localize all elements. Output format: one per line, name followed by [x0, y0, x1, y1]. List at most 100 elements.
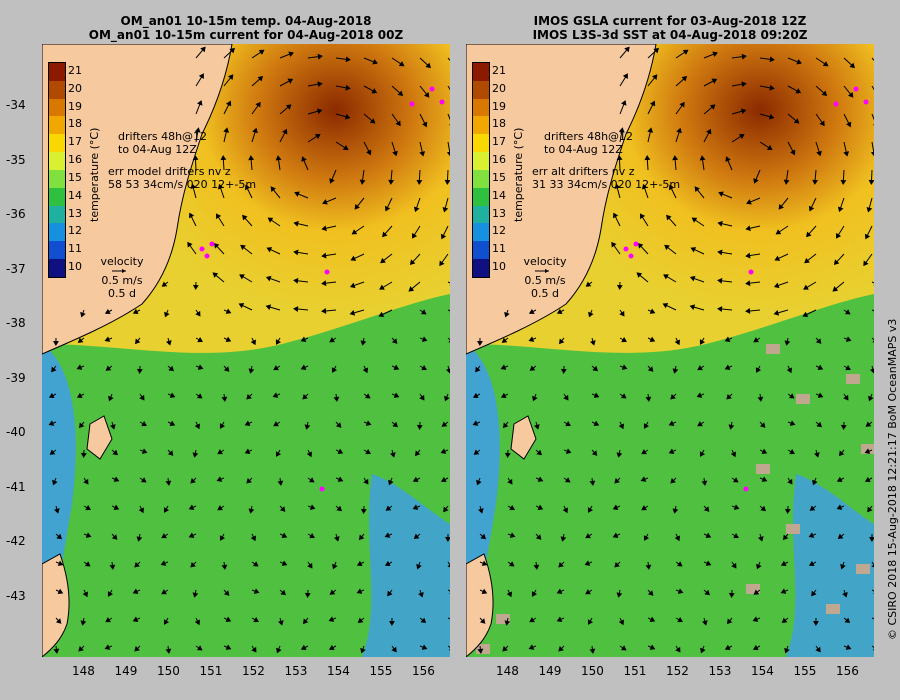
current-arrow-head — [844, 617, 851, 624]
current-arrow-head — [190, 183, 197, 190]
current-arrow-head — [136, 536, 143, 542]
current-arrow-head — [304, 592, 311, 598]
drifter-point — [199, 246, 205, 252]
current-arrow-head — [674, 339, 680, 346]
current-arrow-head — [616, 592, 623, 598]
current-arrow-head — [816, 421, 822, 428]
current-arrow-head — [57, 560, 64, 566]
drifter-point — [853, 86, 859, 92]
current-arrow-head — [508, 561, 515, 567]
current-arrow-head — [223, 590, 230, 596]
current-arrow-head — [780, 588, 787, 594]
colorbar-swatch — [49, 63, 65, 81]
left-velocity-label: velocity — [100, 255, 144, 268]
colorbar-tick-label: 15 — [68, 170, 82, 184]
current-arrow-head — [717, 220, 723, 227]
current-arrow-head — [413, 206, 420, 213]
current-arrow-head — [637, 242, 644, 249]
left-velocity-duration: 0.5 d — [108, 287, 136, 300]
lon-tick-label: 155 — [793, 664, 817, 678]
current-arrow-head — [384, 532, 391, 538]
current-arrow-head — [416, 424, 423, 430]
current-arrow-head — [350, 255, 357, 261]
current-arrow-head — [724, 364, 731, 370]
current-arrow — [871, 85, 874, 91]
current-arrow-head — [476, 341, 483, 346]
current-arrow-head — [134, 562, 140, 568]
left-err-line2: 58 53 34cm/s 020 12+-5m — [108, 178, 257, 191]
current-arrow-head — [528, 644, 535, 650]
current-arrow-head — [356, 588, 363, 594]
left-drifter-label: drifters 48h@12 to 04-Aug 12Z — [118, 130, 207, 156]
current-arrow-head — [307, 562, 313, 569]
current-arrow-head — [592, 365, 599, 372]
current-arrow-head — [192, 452, 199, 458]
current-arrow-head — [746, 199, 752, 205]
current-arrow-head — [281, 532, 288, 538]
current-arrow-head — [614, 562, 620, 568]
current-arrow-head — [753, 337, 759, 343]
current-arrow-head — [558, 338, 565, 345]
current-arrow-head — [419, 151, 426, 157]
left-land-tasmania — [42, 553, 70, 657]
current-arrow-head — [836, 476, 843, 483]
lon-tick-label: 156 — [412, 664, 435, 678]
right-title: IMOS GSLA current for 03-Aug-2018 12Z IM… — [466, 14, 874, 42]
current-arrow-head — [389, 621, 395, 626]
current-arrow-head — [169, 420, 176, 426]
current-arrow-head — [84, 561, 91, 567]
current-arrow-head — [644, 155, 651, 161]
current-arrow-head — [397, 90, 404, 96]
current-arrow-head — [849, 62, 855, 69]
current-arrow-head — [337, 448, 344, 454]
drifter-point — [623, 246, 629, 252]
colorbar-swatch — [473, 187, 489, 206]
current-arrow-head — [322, 199, 328, 205]
current-arrow-head — [321, 225, 327, 232]
current-arrow-head — [366, 149, 372, 156]
current-arrow-head — [420, 309, 427, 315]
colorbar-tick-label: 21 — [492, 63, 506, 77]
current-arrow-head — [425, 62, 431, 69]
current-arrow-head — [682, 49, 689, 55]
current-arrow-head — [672, 508, 679, 514]
current-arrow-head — [413, 533, 420, 539]
current-arrow-head — [270, 186, 276, 193]
current-arrow-head — [670, 478, 676, 484]
current-arrow-head — [277, 480, 284, 486]
colorbar-swatch — [49, 98, 65, 117]
current-arrow-head — [345, 84, 351, 91]
current-arrow-head — [704, 589, 710, 596]
current-arrow-head — [440, 448, 447, 454]
current-arrow-head — [104, 644, 111, 650]
current-arrow-head — [294, 191, 300, 197]
right-velocity-speed: 0.5 m/s — [524, 274, 566, 287]
right-map-svg — [466, 44, 874, 657]
current-arrow-head — [701, 620, 708, 626]
current-arrow-head — [717, 306, 723, 312]
current-arrow-head — [705, 560, 712, 566]
current-arrow-head — [104, 336, 111, 342]
current-arrow-head — [342, 144, 349, 151]
current-arrow-head — [384, 205, 391, 212]
current-arrow-head — [265, 304, 272, 311]
current-arrow-head — [481, 560, 488, 566]
current-arrow-head — [843, 151, 850, 157]
current-arrow-head — [699, 451, 706, 457]
left-drifter-line2: to 04-Aug 12Z — [118, 143, 197, 156]
colorbar-tick-label: 13 — [68, 206, 82, 220]
current-arrow-head — [726, 618, 733, 625]
lat-tick-label: -42 — [6, 534, 26, 548]
current-arrow-head — [500, 392, 507, 399]
current-arrow-head — [612, 212, 619, 219]
current-arrow-head — [529, 617, 535, 623]
left-err-label: err model drifters nv z 58 53 34cm/s 020… — [108, 165, 256, 191]
current-arrow-head — [217, 183, 224, 190]
current-arrow-head — [616, 452, 623, 458]
current-arrow-head — [132, 616, 139, 622]
current-arrow-head — [409, 259, 416, 266]
current-arrow-head — [786, 367, 793, 374]
current-arrow-head — [718, 191, 724, 197]
current-arrow-head — [357, 617, 364, 623]
colorbar-swatch — [49, 187, 65, 206]
